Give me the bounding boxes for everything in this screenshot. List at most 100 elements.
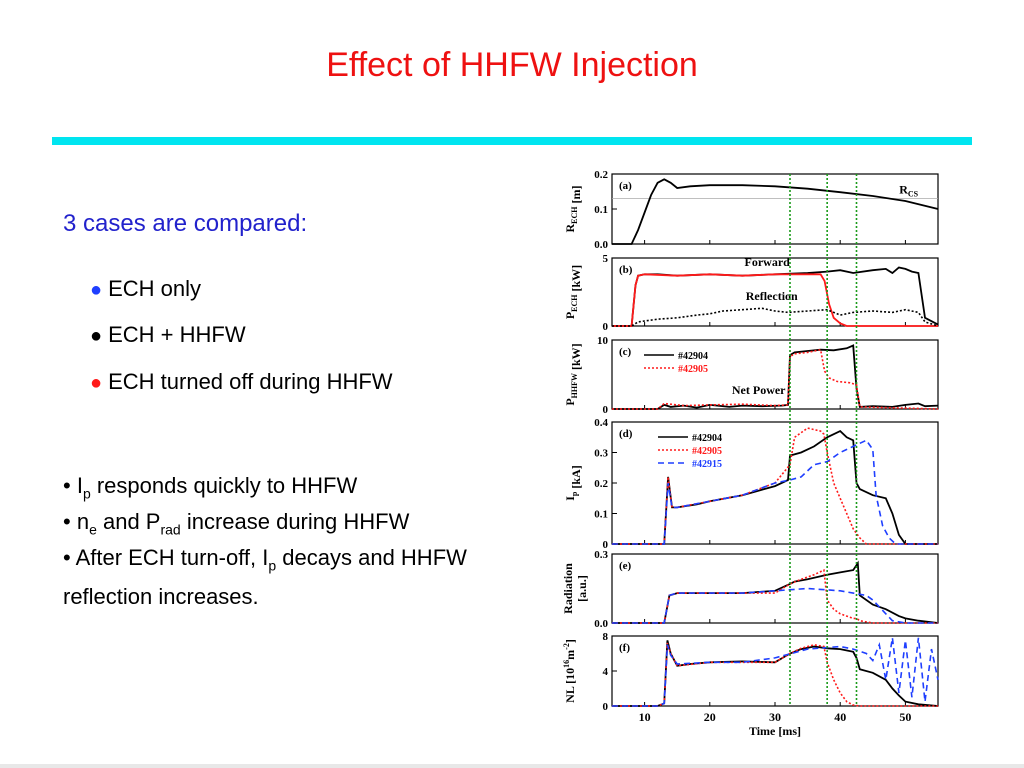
y-axis-label-part: p <box>570 491 579 496</box>
series-line-c-s42905-1 <box>612 348 939 410</box>
y-axis-label-part: m <box>563 650 577 660</box>
y-axis-label-b: PECH [kW] <box>563 265 583 319</box>
y-axis-label-part: [kW] <box>569 343 583 373</box>
panel-tag-a: (a) <box>619 180 632 192</box>
black-bullet-icon: ● <box>90 325 103 347</box>
note-sub: p <box>268 557 277 574</box>
red-bullet-icon: ● <box>90 372 103 394</box>
y-axis-label-part: 16 <box>562 660 571 668</box>
note-text: increase during HHFW <box>180 509 410 534</box>
note-sub: p <box>82 485 91 502</box>
note-ne-prad: • ne and Prad increase during HHFW <box>63 506 553 545</box>
panel-frame-e <box>611 553 939 624</box>
series-line-a-s42904-0 <box>612 178 939 245</box>
y-tick-label-a: 0.2 <box>594 169 608 181</box>
note-text: responds quickly to HHFW <box>90 473 358 498</box>
series-line-d-s42915-2 <box>612 439 938 545</box>
y-axis-label-part: [kW] <box>569 265 583 295</box>
series-line-d-s42904-0 <box>612 430 938 545</box>
y-axis-label-part: ] <box>563 639 577 643</box>
y-axis-label-part: [m] <box>569 185 583 206</box>
series-line-c-s42904-0 <box>612 344 939 410</box>
note-sub: e <box>89 521 97 538</box>
title-divider <box>52 137 972 145</box>
note-text: • I <box>63 473 83 498</box>
panel-annotation-b: Reflection <box>746 289 798 303</box>
x-tick-label: 10 <box>639 710 651 724</box>
blue-bullet-icon: ● <box>90 279 103 301</box>
panel-frame-f <box>611 635 939 707</box>
panel-tag-c: (c) <box>619 346 632 358</box>
legend-label-d: #42915 <box>692 459 722 470</box>
x-axis-label: Time [ms] <box>749 724 801 738</box>
y-axis-label-d: Ip [kA] <box>563 465 583 500</box>
y-axis-label-line2-e: [a.u.] <box>575 575 589 602</box>
y-axis-label-a: RECH [m] <box>563 185 583 232</box>
note-sub: rad <box>160 521 181 538</box>
y-axis-label-e: Radiation <box>561 563 575 614</box>
note-ech-turnoff: • After ECH turn-off, Ip decays and HHFW… <box>63 542 553 613</box>
series-line-e-s42915-2 <box>612 587 938 624</box>
legend-label-d: #42904 <box>692 433 722 444</box>
y-tick-label-f: 0 <box>603 701 609 713</box>
case-label: ECH only <box>108 276 202 301</box>
y-axis-label-part: I <box>563 496 577 501</box>
case-label: ECH turned off during HHFW <box>108 369 393 394</box>
x-tick-label: 40 <box>834 710 846 724</box>
slide-title: Effect of HHFW Injection <box>326 46 698 84</box>
legend-label-c: #42905 <box>678 364 708 375</box>
y-axis-label-part: P <box>563 312 577 319</box>
footer-line <box>0 764 1024 768</box>
y-tick-label-b: 5 <box>603 253 609 265</box>
series-line-f-s42905-1 <box>612 642 938 707</box>
y-tick-label-b: 0 <box>603 321 609 333</box>
series-line-f-s42904-0 <box>612 640 939 707</box>
x-tick-label: 50 <box>899 710 911 724</box>
y-tick-label-d: 0.3 <box>594 448 608 460</box>
y-tick-label-d: 0.1 <box>594 509 608 521</box>
y-tick-label-f: 8 <box>603 631 609 643</box>
series-line-e-s42904-0 <box>612 560 939 624</box>
y-axis-label-part: ECH <box>570 206 579 224</box>
y-tick-label-e: 0.3 <box>594 549 608 561</box>
panel-frame-a <box>611 173 939 245</box>
x-tick-label: 30 <box>769 710 781 724</box>
y-tick-label-a: 0.1 <box>594 204 608 216</box>
annotation-subscript: CS <box>908 189 919 198</box>
y-axis-label-part: NL [10 <box>563 668 577 703</box>
y-tick-label-f: 4 <box>603 666 609 678</box>
y-axis-label-part: P <box>563 398 577 405</box>
y-axis-label-part: -2 <box>562 643 571 650</box>
y-tick-label-d: 0 <box>603 539 609 551</box>
note-ip: • Ip responds quickly to HHFW <box>63 470 553 509</box>
y-tick-label-a: 0.0 <box>594 239 608 251</box>
series-line-b-s42904-2 <box>612 307 939 327</box>
case-ech-only: ● ECH only <box>90 276 201 302</box>
y-axis-label-part: [kA] <box>569 465 583 491</box>
panel-annotation-b: Forward <box>745 255 791 269</box>
y-axis-label-c: PHHFW [kW] <box>563 343 583 405</box>
series-line-f-s42915-2 <box>612 637 939 707</box>
series-line-e-s42905-1 <box>612 568 938 624</box>
case-label: ECH + HHFW <box>108 322 246 347</box>
panel-frame-c <box>611 339 939 410</box>
case-ech-hhfw: ● ECH + HHFW <box>90 322 246 348</box>
note-text: and P <box>96 509 161 534</box>
y-tick-label-d: 0.2 <box>594 478 608 490</box>
note-text: decays and HHFW reflection increases. <box>63 545 467 610</box>
y-axis-label-part: ECH <box>570 294 579 312</box>
panel-annotation-a: RCS <box>899 182 918 198</box>
y-axis-label-part: HHFW <box>570 373 579 398</box>
y-tick-label-c: 10 <box>597 335 609 347</box>
note-text: • After ECH turn-off, I <box>63 545 269 570</box>
panel-annotation-c: Net Power <box>732 383 786 397</box>
panel-tag-b: (b) <box>619 264 633 276</box>
x-tick-label: 20 <box>704 710 716 724</box>
panel-tag-f: (f) <box>619 642 630 654</box>
series-line-b-s42905-1 <box>612 273 938 327</box>
legend-label-d: #42905 <box>692 446 722 457</box>
y-axis-label-part: R <box>563 224 577 233</box>
y-axis-label-f: NL [1016m-2] <box>562 639 577 703</box>
y-tick-label-e: 0.0 <box>594 618 608 630</box>
